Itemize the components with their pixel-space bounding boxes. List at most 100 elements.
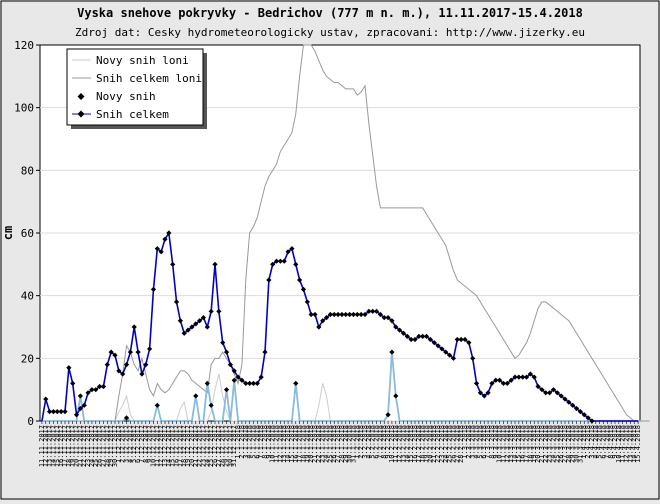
x-tick-label: 25.3.2018: [553, 425, 561, 463]
x-tick-label: 10.4.2018: [615, 425, 623, 463]
data-point-snih-celkem: [112, 352, 118, 358]
x-tick-label: 4.1.2018: [246, 425, 254, 459]
data-point-snih-celkem: [212, 261, 218, 267]
y-tick-label: 0: [27, 415, 34, 428]
data-point-novy-snih: [204, 380, 210, 386]
data-point-novy-snih: [154, 402, 160, 408]
x-tick-label: 9.4.2018: [611, 425, 619, 459]
data-point-snih-celkem: [485, 390, 491, 396]
x-tick-label: 2.2.2018: [357, 425, 365, 459]
x-tick-label: 8.4.2018: [607, 425, 615, 459]
x-tick-label: 1.4.2018: [580, 425, 588, 459]
x-tick-label: 7.4.2018: [603, 425, 611, 459]
data-point-snih-celkem: [158, 249, 164, 255]
x-tick-label: 6.12.2017: [134, 425, 142, 463]
x-tick-label: 24.3.2018: [549, 425, 557, 463]
data-point-snih-celkem: [550, 387, 557, 393]
x-tick-label: 22.1.2018: [315, 425, 323, 463]
x-tick-label: 31.1.2018: [349, 425, 357, 463]
data-point-snih-celkem: [404, 333, 410, 339]
data-point-snih-celkem: [273, 258, 280, 264]
y-axis: 0 20 40 60 80 100 120: [14, 39, 40, 428]
data-point-novy-snih: [223, 387, 230, 393]
legend: Novy snih loni Snih celkem loni Novy sni…: [66, 48, 207, 129]
data-point-snih-celkem: [43, 396, 49, 402]
x-tick-label: 29.1.2018: [342, 425, 350, 463]
data-point-snih-celkem: [127, 349, 133, 355]
x-tick-label: 6.3.2018: [480, 425, 488, 459]
x-tick-label: 31.3.2018: [576, 425, 584, 463]
x-tick-label: 10.12.2017: [149, 425, 157, 467]
data-point-novy-snih: [393, 393, 399, 399]
data-point-snih-celkem: [181, 330, 187, 336]
data-point-snih-celkem: [347, 311, 353, 318]
x-tick-label: 24.1.2018: [323, 425, 331, 463]
data-point-snih-celkem: [235, 374, 241, 380]
data-point-snih-celkem: [539, 387, 545, 393]
data-point-snih-celkem: [231, 368, 237, 374]
x-tick-label: 16.11.2017: [57, 425, 65, 467]
data-point-snih-celkem: [400, 330, 407, 336]
data-point-snih-celkem: [323, 315, 330, 321]
x-tick-label: 30.12.2017: [226, 425, 234, 467]
x-tick-label: 28.12.2017: [219, 425, 227, 467]
y-tick-label: 20: [21, 352, 34, 365]
x-tick-label: 4.2.2018: [365, 425, 373, 459]
data-point-novy-snih: [293, 380, 299, 386]
data-point-snih-celkem: [135, 349, 141, 355]
x-tick-label: 24.11.2017: [88, 425, 96, 467]
data-point-snih-celkem: [262, 349, 268, 355]
data-point-snih-celkem: [481, 393, 487, 399]
x-tick-label: 23.11.2017: [84, 425, 92, 467]
data-point-snih-celkem: [73, 412, 80, 418]
x-tick-label: 27.1.2018: [334, 425, 342, 463]
data-point-snih-celkem: [500, 380, 507, 386]
data-point-novy-snih: [193, 393, 199, 399]
data-point-snih-celkem: [162, 236, 168, 242]
data-point-snih-celkem: [416, 333, 422, 339]
data-point-snih-celkem: [243, 380, 249, 386]
x-tick-label: 29.12.2017: [223, 425, 231, 467]
x-tick-label: 1.2.2018: [353, 425, 361, 459]
x-tick-label: 5.12.2017: [130, 425, 138, 463]
x-tick-label: 2.12.2017: [119, 425, 127, 463]
data-point-snih-celkem: [150, 286, 157, 292]
x-tick-label: 14.12.2017: [165, 425, 173, 467]
data-point-snih-celkem: [335, 311, 341, 318]
x-tick-label: 28.2.2018: [457, 425, 465, 463]
legend-box: [66, 48, 204, 126]
x-tick-label: 15.1.2018: [288, 425, 296, 463]
x-tick-label: 8.1.2018: [261, 425, 269, 459]
x-tick-label: 13.12.2017: [161, 425, 169, 467]
data-point-snih-celkem: [327, 311, 333, 318]
data-point-snih-celkem: [423, 333, 430, 339]
data-point-snih-celkem: [143, 362, 149, 368]
data-point-snih-celkem: [139, 371, 145, 377]
data-point-novy-snih: [389, 349, 395, 355]
data-point-snih-celkem: [316, 324, 322, 330]
data-point-snih-celkem: [473, 380, 480, 386]
x-tick-label: 12.1.2018: [276, 425, 284, 463]
data-point-snih-celkem: [373, 308, 380, 314]
x-tick-label: 4.4.2018: [592, 425, 600, 459]
data-point-snih-celkem: [389, 318, 395, 324]
x-tick-label: 10.1.2018: [269, 425, 277, 463]
data-point-snih-celkem: [100, 383, 107, 390]
x-tick-label: 17.11.2017: [61, 425, 69, 467]
data-point-snih-celkem: [558, 393, 564, 399]
x-tick-label: 18.12.2017: [180, 425, 188, 467]
data-point-snih-celkem: [66, 365, 72, 371]
data-point-snih-celkem: [166, 230, 172, 236]
x-tick-label: 15.4.2018: [634, 425, 642, 463]
x-tick-label: 28.11.2017: [103, 425, 111, 467]
x-tick-label: 21.12.2017: [192, 425, 200, 467]
data-point-snih-celkem: [89, 387, 95, 393]
data-point-snih-celkem: [189, 324, 195, 330]
data-point-snih-celkem: [170, 261, 176, 267]
data-point-snih-celkem: [523, 374, 530, 380]
data-point-snih-celkem: [408, 336, 414, 343]
x-tick-label: 12.11.2017: [42, 425, 50, 467]
x-tick-label: 17.12.2017: [176, 425, 184, 467]
x-tick-label: 11.2.2018: [392, 425, 400, 463]
x-tick-label: 5.3.2018: [476, 425, 484, 459]
